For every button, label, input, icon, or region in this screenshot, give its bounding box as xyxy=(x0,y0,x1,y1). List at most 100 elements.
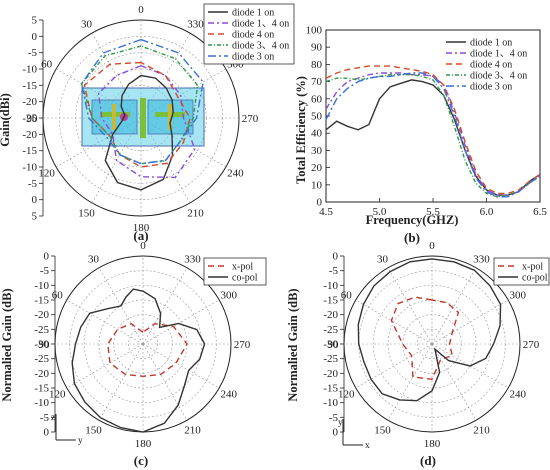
y-tick-label: 80 xyxy=(311,59,323,71)
series-line xyxy=(390,296,460,380)
radial-tick-label: -10 xyxy=(34,397,49,409)
grid-spoke xyxy=(355,299,433,345)
radial-tick-label: -10 xyxy=(34,280,49,292)
angle-tick-label: 150 xyxy=(374,425,391,437)
x-tick-label: 6.5 xyxy=(533,206,547,218)
series-line xyxy=(325,72,541,198)
radial-tick-label: -30 xyxy=(323,339,338,351)
radial-tick-label: -20 xyxy=(22,129,37,141)
legend-label: diode 3、4 on xyxy=(470,71,527,82)
legend-box xyxy=(493,257,550,286)
angle-tick-label: 270 xyxy=(234,339,251,351)
panel-c-polar: 0 30 60 90 120 150 180 210 240 270 300 330 0 -5 -10 -15… xyxy=(0,240,267,468)
axis-z: z xyxy=(51,413,55,423)
legend-label: x-pol xyxy=(522,262,543,273)
y-tick-label: 0 xyxy=(317,197,323,209)
angle-tick-label: 210 xyxy=(187,207,204,219)
panel-b-efficiency: 4.5 5.0 5.5 6.0 6.5 0 10 20 30 40 50 60 70 80 90 100 di… xyxy=(294,25,547,246)
radial-tick-label: 0 xyxy=(32,31,38,43)
grid-spoke xyxy=(66,343,144,389)
radial-tick-label: -5 xyxy=(329,412,339,424)
radial-tick-label: -5 xyxy=(28,178,38,190)
polar-grid: 0 30 60 90 120 150 180 210 240 270 300 330 0 -5 -10 -15… xyxy=(323,240,539,450)
angle-tick-label: 180 xyxy=(424,438,441,450)
radial-tick-label: -15 xyxy=(22,145,37,157)
angle-tick-label: 270 xyxy=(242,113,259,125)
angle-tick-label: 30 xyxy=(88,253,100,265)
grid-spoke xyxy=(66,299,144,345)
series-line xyxy=(325,74,541,198)
radial-tick-label: -20 xyxy=(323,309,338,321)
grid-spoke xyxy=(431,267,477,345)
radial-tick-label: -15 xyxy=(34,295,49,307)
radial-tick-label: -10 xyxy=(323,397,338,409)
grid-spoke xyxy=(98,267,144,345)
angle-tick-label: 120 xyxy=(338,389,355,401)
series-line xyxy=(107,322,188,378)
series-line xyxy=(80,38,204,165)
axis-y: y xyxy=(78,436,83,446)
angle-tick-label: 270 xyxy=(523,339,540,351)
radial-tick-label: -5 xyxy=(28,47,38,59)
panel-b-series xyxy=(325,65,541,198)
angle-tick-label: 120 xyxy=(49,389,66,401)
caption-a: (a) xyxy=(133,228,148,243)
radial-tick-label: 5 xyxy=(32,15,38,27)
radial-tick-label: 0 xyxy=(44,427,50,439)
grid-spoke xyxy=(142,267,188,345)
angle-tick-label: 300 xyxy=(220,290,237,302)
angle-tick-label: 60 xyxy=(41,59,53,71)
y-tick-label: 70 xyxy=(311,76,323,88)
legend-label: x-pol xyxy=(232,262,253,273)
legend-label: diode 1 on xyxy=(232,8,274,19)
panel-a-ylabel: Gain(dBi) xyxy=(0,93,12,147)
radial-tick-label: -25 xyxy=(34,353,49,365)
y-tick-label: 30 xyxy=(311,145,323,157)
angle-tick-label: 30 xyxy=(81,19,93,31)
radial-tick-label: -15 xyxy=(323,383,338,395)
grid-spoke xyxy=(431,343,477,421)
panel-b-ylabel: Total Efficiency (%) xyxy=(294,76,308,184)
grid-spoke xyxy=(355,343,433,389)
panel-a-polar-gain: 030609012015018021024027030033050-5-10-1… xyxy=(0,3,295,243)
y-tick-label: 100 xyxy=(306,25,323,37)
legend-label: diode 4 on xyxy=(470,60,512,71)
y-tick-label: 90 xyxy=(311,42,323,54)
grid-spoke xyxy=(431,299,509,345)
angle-tick-label: 180 xyxy=(135,438,152,450)
angle-tick-label: 210 xyxy=(184,425,201,437)
panel-d-series xyxy=(357,258,502,402)
radial-tick-label: -10 xyxy=(323,280,338,292)
angle-tick-label: 150 xyxy=(85,425,102,437)
grid-ring xyxy=(416,328,447,359)
angle-tick-label: 150 xyxy=(78,207,95,219)
legend-label: diode 1 on xyxy=(470,38,512,49)
radial-tick-label: -10 xyxy=(22,162,37,174)
angle-tick-label: 60 xyxy=(52,290,64,302)
legend-label: co-pol xyxy=(232,273,258,284)
grid-spoke xyxy=(431,343,509,389)
angle-tick-label: 30 xyxy=(377,253,389,265)
series-line xyxy=(104,74,174,191)
legend-label: diode 3、4 on xyxy=(232,41,289,52)
axes: 4.5 5.0 5.5 6.0 6.5 0 10 20 30 40 50 60 70 80 90 100 xyxy=(306,25,548,219)
radial-tick-label: 0 xyxy=(333,251,339,263)
antenna-image xyxy=(81,87,205,147)
radial-tick-label: -25 xyxy=(323,353,338,365)
angle-tick-label: 330 xyxy=(187,19,204,31)
grid-ring xyxy=(84,284,203,403)
grid-spoke xyxy=(142,299,220,345)
panel-b-xlabel: Frequency(GHZ) xyxy=(366,213,459,227)
angle-tick-label: 240 xyxy=(227,168,244,180)
y-tick-label: 10 xyxy=(311,179,323,191)
series-line xyxy=(357,258,502,402)
y-tick-label: 60 xyxy=(311,93,323,105)
y-tick-label: 40 xyxy=(311,128,323,140)
radial-tick-label: -10 xyxy=(22,64,37,76)
legend-label: co-pol xyxy=(522,273,548,284)
caption-d: (d) xyxy=(420,453,436,468)
